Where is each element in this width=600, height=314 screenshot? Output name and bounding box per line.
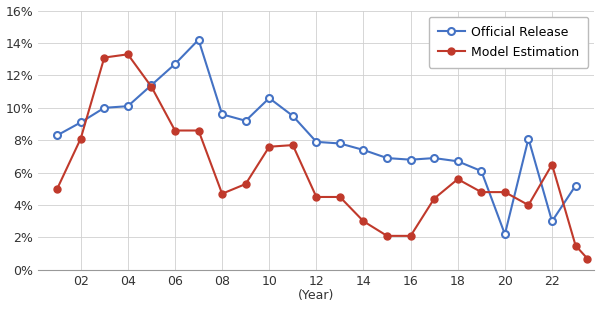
Official Release xyxy=(478,169,485,173)
Model Estimation xyxy=(360,219,367,223)
Official Release xyxy=(242,119,249,123)
Model Estimation xyxy=(172,129,179,133)
Official Release xyxy=(266,96,273,100)
Model Estimation xyxy=(525,203,532,207)
Official Release xyxy=(172,62,179,66)
Official Release xyxy=(360,148,367,152)
Model Estimation xyxy=(124,52,131,56)
Model Estimation xyxy=(313,195,320,199)
Model Estimation xyxy=(383,234,391,238)
Official Release xyxy=(101,106,108,110)
Official Release xyxy=(431,156,438,160)
Model Estimation xyxy=(478,190,485,194)
Official Release xyxy=(289,114,296,118)
Legend: Official Release, Model Estimation: Official Release, Model Estimation xyxy=(429,17,588,68)
Model Estimation xyxy=(431,197,438,200)
Model Estimation xyxy=(584,257,591,260)
Official Release xyxy=(525,137,532,140)
Official Release xyxy=(572,184,579,187)
Official Release xyxy=(218,112,226,116)
Official Release xyxy=(77,121,85,124)
Model Estimation xyxy=(101,56,108,59)
Model Estimation xyxy=(454,177,461,181)
Official Release xyxy=(313,140,320,144)
Official Release xyxy=(124,104,131,108)
Official Release xyxy=(337,142,344,145)
Official Release xyxy=(148,83,155,87)
Model Estimation xyxy=(195,129,202,133)
Model Estimation xyxy=(407,234,414,238)
Model Estimation xyxy=(218,192,226,196)
X-axis label: (Year): (Year) xyxy=(298,289,335,302)
Official Release xyxy=(195,38,202,42)
Model Estimation xyxy=(77,137,85,140)
Official Release xyxy=(407,158,414,162)
Model Estimation xyxy=(53,187,61,191)
Model Estimation xyxy=(266,145,273,149)
Line: Model Estimation: Model Estimation xyxy=(53,51,591,262)
Model Estimation xyxy=(501,190,508,194)
Model Estimation xyxy=(289,143,296,147)
Model Estimation xyxy=(242,182,249,186)
Line: Official Release: Official Release xyxy=(53,36,579,238)
Model Estimation xyxy=(572,244,579,247)
Official Release xyxy=(53,133,61,137)
Official Release xyxy=(548,219,556,223)
Official Release xyxy=(454,160,461,163)
Model Estimation xyxy=(148,85,155,89)
Model Estimation xyxy=(337,195,344,199)
Official Release xyxy=(383,156,391,160)
Official Release xyxy=(501,232,508,236)
Model Estimation xyxy=(548,163,556,166)
